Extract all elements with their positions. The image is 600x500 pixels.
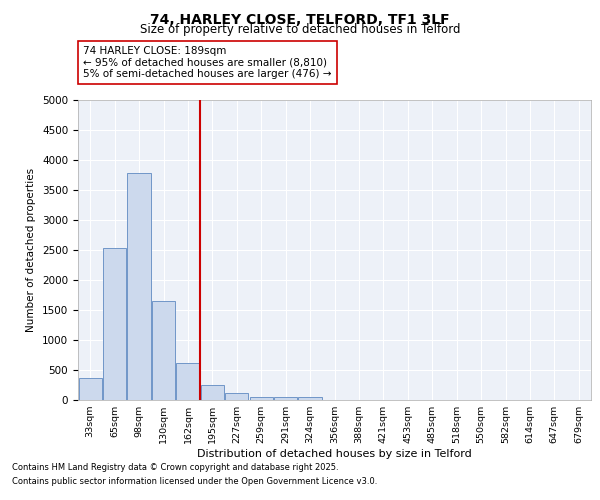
Text: 74 HARLEY CLOSE: 189sqm
← 95% of detached houses are smaller (8,810)
5% of semi-: 74 HARLEY CLOSE: 189sqm ← 95% of detache… [83,46,332,79]
Bar [298,397,322,400]
Bar [152,301,175,400]
Bar [225,394,248,400]
Bar [201,385,224,400]
Text: 74, HARLEY CLOSE, TELFORD, TF1 3LF: 74, HARLEY CLOSE, TELFORD, TF1 3LF [150,12,450,26]
Y-axis label: Number of detached properties: Number of detached properties [26,168,37,332]
Text: Contains HM Land Registry data © Crown copyright and database right 2025.: Contains HM Land Registry data © Crown c… [12,462,338,471]
Bar [176,363,200,400]
Bar [79,378,102,400]
Bar [103,248,126,400]
Text: Contains public sector information licensed under the Open Government Licence v3: Contains public sector information licen… [12,478,377,486]
Bar [274,397,297,400]
Bar [127,173,151,400]
Bar [250,397,273,400]
X-axis label: Distribution of detached houses by size in Telford: Distribution of detached houses by size … [197,449,472,459]
Text: Size of property relative to detached houses in Telford: Size of property relative to detached ho… [140,22,460,36]
